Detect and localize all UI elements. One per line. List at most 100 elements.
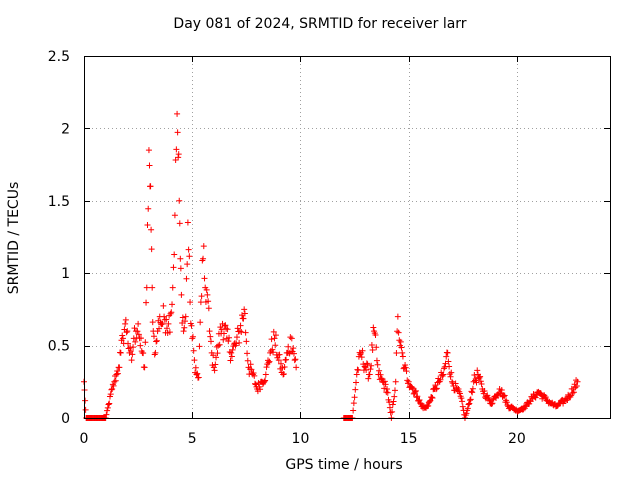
data-point	[280, 370, 287, 377]
data-point	[154, 328, 161, 335]
data-point	[391, 393, 398, 400]
data-point	[359, 347, 366, 354]
data-point	[188, 322, 195, 329]
data-point	[203, 286, 210, 293]
data-point	[570, 389, 577, 396]
data-point	[182, 318, 189, 325]
data-point	[114, 368, 121, 375]
data-point	[238, 328, 245, 335]
data-point	[378, 375, 385, 382]
y-tick-label: 0	[61, 411, 70, 427]
data-point	[178, 291, 185, 298]
plot-frame	[84, 56, 611, 419]
data-point	[574, 378, 581, 385]
data-point	[369, 347, 376, 354]
data-point	[262, 377, 269, 384]
data-point	[213, 354, 220, 361]
data-point	[197, 299, 204, 306]
data-point	[437, 376, 444, 383]
data-point	[387, 409, 394, 416]
data-point	[110, 382, 117, 389]
data-point	[490, 396, 497, 403]
data-point	[477, 378, 484, 385]
axis-ticks: 0 5 10 15 20 0 0.5 1 1.5 2 2.5	[48, 49, 610, 447]
data-point	[443, 353, 450, 360]
data-point	[229, 346, 236, 353]
data-point	[271, 335, 278, 342]
data-point	[276, 351, 283, 358]
data-point	[352, 386, 359, 393]
data-point	[165, 320, 172, 327]
data-point	[537, 390, 544, 397]
data-point	[119, 335, 126, 342]
data-point	[448, 369, 455, 376]
data-point	[192, 364, 199, 371]
data-point	[389, 401, 396, 408]
data-point	[216, 341, 223, 348]
data-point	[481, 387, 488, 394]
y-tick-label: 1.5	[48, 194, 70, 210]
data-point	[200, 255, 207, 262]
data-point	[215, 342, 222, 349]
data-point	[392, 378, 399, 385]
data-point	[163, 316, 170, 323]
data-point	[503, 399, 510, 406]
data-point	[386, 404, 393, 411]
data-point	[374, 361, 381, 368]
data-point	[362, 364, 369, 371]
data-point	[82, 397, 89, 404]
data-point	[218, 326, 225, 333]
data-point	[129, 351, 136, 358]
data-point	[291, 357, 298, 364]
data-point	[167, 310, 174, 317]
data-point	[486, 397, 493, 404]
data-point	[455, 386, 462, 393]
data-point	[446, 363, 453, 370]
data-point	[176, 220, 183, 227]
data-point	[179, 314, 186, 321]
data-point	[224, 326, 231, 333]
data-point	[252, 380, 259, 387]
data-point	[128, 357, 135, 364]
data-point	[466, 400, 473, 407]
data-point	[412, 387, 419, 394]
data-point	[404, 377, 411, 384]
data-point	[484, 392, 491, 399]
data-point	[569, 390, 576, 397]
data-point	[201, 275, 208, 282]
data-point	[186, 253, 193, 260]
data-point	[82, 406, 89, 413]
x-tick-label: 5	[188, 431, 197, 447]
data-point	[142, 339, 149, 346]
data-point	[368, 342, 375, 349]
data-point	[195, 374, 202, 381]
data-point	[236, 339, 243, 346]
data-point	[197, 319, 204, 326]
data-point	[156, 325, 163, 332]
data-point	[416, 396, 423, 403]
data-point	[452, 380, 459, 387]
data-point	[214, 350, 221, 357]
data-point	[391, 387, 398, 394]
data-point	[394, 313, 401, 320]
data-point	[440, 371, 447, 378]
data-point	[399, 349, 406, 356]
data-point	[389, 408, 396, 415]
data-point	[417, 400, 424, 407]
data-point	[350, 400, 357, 407]
data-point	[177, 265, 184, 272]
data-point	[189, 333, 196, 340]
data-point	[190, 347, 197, 354]
data-point	[141, 364, 148, 371]
data-point	[106, 400, 113, 407]
data-point	[468, 388, 475, 395]
data-point	[270, 328, 277, 335]
data-point	[227, 357, 234, 364]
data-point	[429, 395, 436, 402]
data-point	[196, 343, 203, 350]
data-point	[376, 367, 383, 374]
data-point	[233, 340, 240, 347]
data-point	[150, 333, 157, 340]
data-point	[370, 324, 377, 331]
data-point	[122, 316, 129, 323]
